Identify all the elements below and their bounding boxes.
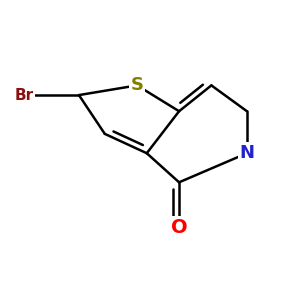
Text: N: N xyxy=(239,144,254,162)
Text: S: S xyxy=(130,76,144,94)
Text: O: O xyxy=(171,218,188,237)
Text: Br: Br xyxy=(14,88,34,103)
